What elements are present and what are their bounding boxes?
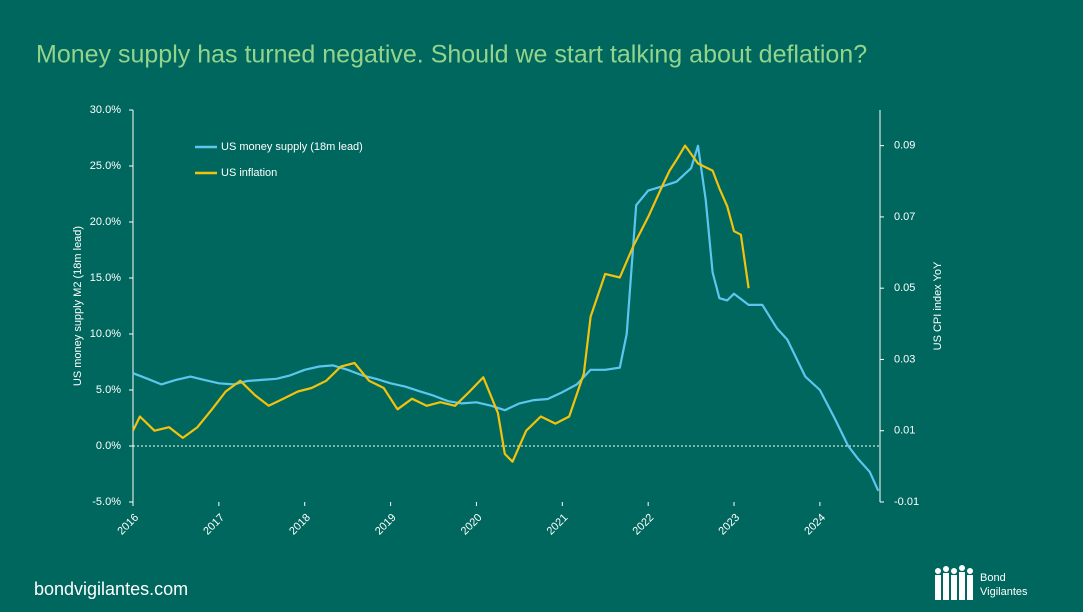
y2-tick-label: 0.09 bbox=[894, 140, 915, 152]
y2-tick-label: 0.05 bbox=[894, 282, 915, 294]
logo-text: Bond bbox=[980, 572, 1006, 584]
y2-tick-label: 0.03 bbox=[894, 353, 915, 365]
y-tick-label: 5.0% bbox=[96, 384, 121, 396]
y-tick-label: 20.0% bbox=[90, 216, 121, 228]
y-axis-label: US money supply M2 (18m lead) bbox=[72, 226, 84, 386]
series-line bbox=[132, 144, 880, 492]
logo-text: Vigilantes bbox=[980, 586, 1028, 598]
legend-label: US inflation bbox=[221, 167, 277, 179]
y2-tick-label: 0.07 bbox=[894, 211, 915, 223]
y2-axis-label: US CPI index YoY bbox=[932, 261, 944, 350]
chart-title: Money supply has turned negative. Should… bbox=[36, 41, 867, 69]
y-tick-label: 25.0% bbox=[90, 160, 121, 172]
y-tick-label: 30.0% bbox=[90, 104, 121, 116]
footer: bondvigilantes.com bbox=[34, 579, 188, 599]
y-tick-label: 15.0% bbox=[90, 272, 121, 284]
legend-label: US money supply (18m lead) bbox=[221, 141, 363, 153]
y-tick-label: 10.0% bbox=[90, 328, 121, 340]
y2-tick-label: 0.01 bbox=[894, 425, 915, 437]
series-line bbox=[132, 144, 750, 463]
logo-icon bbox=[935, 565, 973, 600]
y-tick-label: 0.0% bbox=[96, 440, 121, 452]
y2-tick-label: -0.01 bbox=[894, 496, 919, 508]
y-tick-label: -5.0% bbox=[92, 496, 121, 508]
